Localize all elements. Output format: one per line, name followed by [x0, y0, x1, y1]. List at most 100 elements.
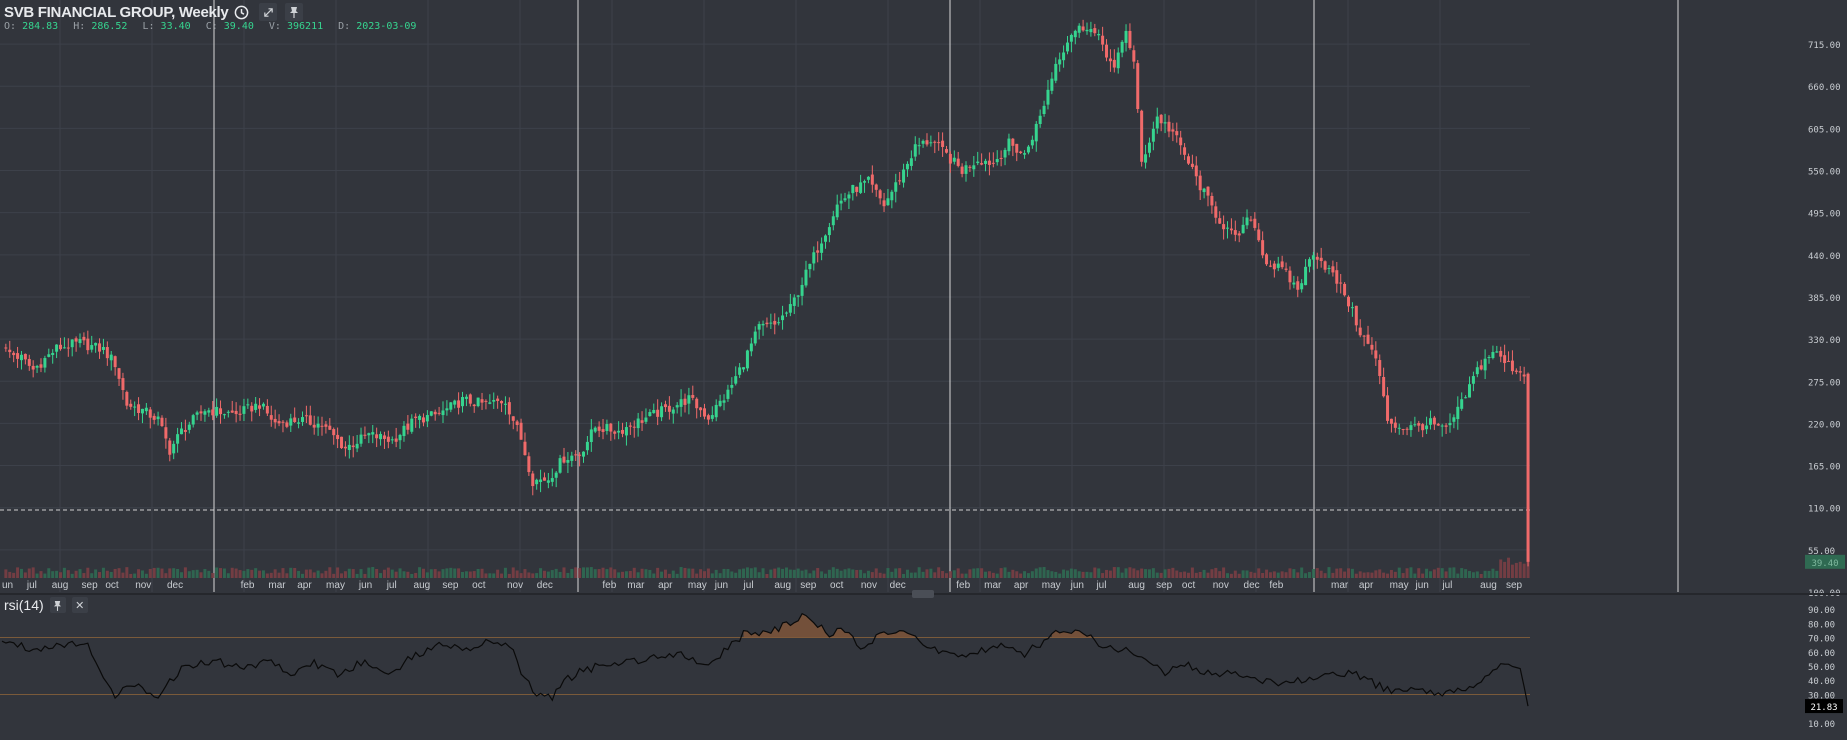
x-axis-tick-label: apr [1014, 580, 1029, 591]
candle-body [878, 190, 882, 199]
volume-bar [226, 573, 230, 578]
volume-bar [125, 567, 129, 578]
volume-bar [1222, 567, 1226, 578]
volume-bar [1510, 564, 1514, 578]
volume-bar [695, 573, 699, 578]
candle-body [1112, 59, 1116, 68]
candle-body [870, 174, 874, 185]
volume-bar [394, 571, 398, 578]
x-axis-tick-label: jul [743, 580, 754, 591]
candle-body [418, 415, 422, 420]
candle-body [730, 384, 734, 388]
volume-bar [1436, 567, 1440, 578]
volume-bar [1011, 569, 1015, 578]
candle-body [55, 344, 59, 352]
volume-bar [187, 571, 191, 578]
volume-bar [148, 568, 152, 578]
y-axis-tick-label: 605.00 [1808, 125, 1841, 135]
volume-bar [1425, 568, 1429, 578]
candle-body [1358, 327, 1362, 336]
rsi-current-tag [1805, 699, 1843, 714]
candle-body [823, 235, 827, 242]
candle-body [176, 434, 180, 444]
volume-bar [343, 571, 347, 578]
volume-bar [605, 569, 609, 578]
candle-body [183, 430, 187, 432]
volume-bar [1448, 567, 1452, 578]
volume-bar [1077, 571, 1081, 578]
volume-bar [351, 569, 355, 578]
candle-body [531, 473, 535, 487]
candle-body [507, 402, 511, 415]
volume-bar [866, 570, 870, 578]
close-icon[interactable]: ✕ [71, 597, 88, 613]
candle-body [242, 406, 246, 414]
clock-icon[interactable] [234, 5, 249, 20]
volume-bar [991, 572, 995, 578]
x-axis-tick-label: jun [714, 580, 728, 591]
x-axis-tick-label: may [326, 580, 345, 591]
candle-body [722, 400, 726, 403]
volume-bar [1241, 570, 1245, 578]
candle-body [1124, 30, 1128, 43]
volume-bar [242, 570, 246, 578]
candle-body [293, 417, 297, 423]
volume-bar [261, 570, 265, 578]
candle-body [1440, 425, 1444, 427]
x-axis-tick-label: un [2, 580, 13, 591]
volume-bar [172, 568, 176, 578]
volume-bar [1393, 571, 1397, 578]
candle-body [461, 397, 465, 407]
volume-bar [1456, 573, 1460, 578]
volume-bar [1507, 557, 1511, 578]
volume-bar [710, 573, 714, 578]
volume-bar [550, 570, 554, 578]
candle-body [1280, 261, 1284, 268]
volume-bar [1339, 568, 1343, 578]
volume-bar [663, 569, 667, 578]
candle-body [488, 402, 492, 404]
candle-body [929, 142, 933, 144]
volume-bar [718, 573, 722, 578]
candle-body [125, 391, 129, 406]
volume-bar [632, 567, 636, 578]
x-axis-tick-label: apr [658, 580, 673, 591]
candle-body [898, 180, 902, 182]
candle-body [964, 165, 968, 174]
pin-icon[interactable] [285, 3, 304, 21]
candle-body [1241, 224, 1245, 234]
candle-body [246, 404, 250, 406]
candle-body [78, 339, 82, 344]
x-axis-tick-label: aug [414, 580, 431, 591]
candle-body [1413, 424, 1417, 426]
candle-body [980, 163, 984, 165]
candle-body [82, 336, 86, 341]
candle-body [414, 416, 418, 418]
date-label: D: [338, 21, 351, 32]
candle-body [187, 424, 191, 430]
candle-body [62, 347, 66, 349]
volume-bar [1023, 571, 1027, 578]
candle-body [796, 295, 800, 297]
candle-body [984, 160, 988, 164]
candle-body [289, 418, 293, 426]
candle-body [886, 198, 890, 206]
candle-body [523, 441, 527, 456]
pin-icon[interactable] [49, 597, 66, 613]
candle-body [632, 426, 636, 428]
candle-body [1065, 42, 1069, 52]
volume-bar [812, 570, 816, 578]
y-axis-tick-label: 385.00 [1808, 294, 1841, 304]
volume-bar [1440, 568, 1444, 578]
candle-body [652, 409, 656, 414]
candle-body [843, 198, 847, 201]
candle-body [1003, 149, 1007, 158]
volume-bar [1280, 571, 1284, 578]
candle-body [1347, 296, 1351, 307]
volume-bar [523, 569, 527, 578]
candle-body [367, 433, 371, 436]
expand-icon[interactable] [259, 3, 278, 21]
candle-body [691, 394, 695, 398]
volume-bar [101, 567, 105, 578]
